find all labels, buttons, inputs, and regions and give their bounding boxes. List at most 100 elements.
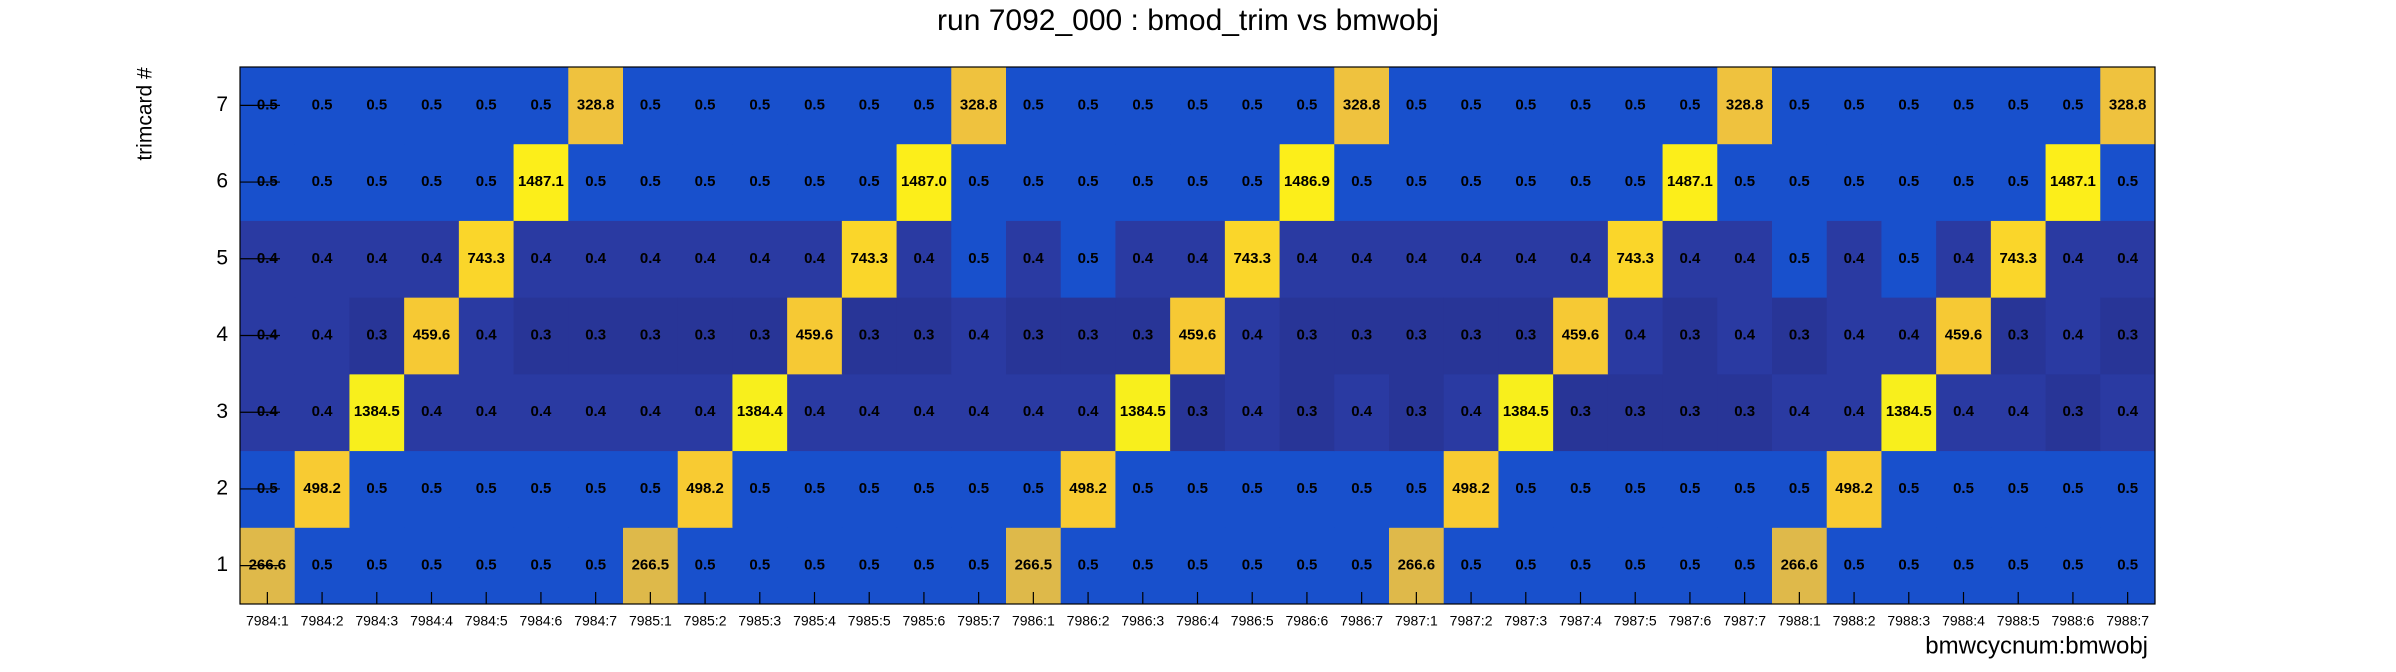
cell-label: 0.5 [1406,480,1427,497]
cell-label: 0.4 [1023,403,1045,420]
cell [1443,297,1499,375]
cell-label: 0.5 [1953,96,1974,113]
cell [732,220,788,298]
cell [1990,450,2047,528]
cell [1936,450,1992,528]
x-tick-label: 7986:2 [1067,613,1110,629]
cell [623,297,679,375]
cell-label: 0.4 [804,403,826,420]
cell-label: 0.5 [366,173,387,190]
cell-label: 0.4 [1789,403,1811,420]
cell [1443,143,1499,221]
cell-label: 0.3 [1679,403,1700,420]
cell-label: 0.5 [1242,480,1263,497]
cell [1006,373,1062,452]
cell-label: 0.4 [640,403,662,420]
cell [513,297,569,375]
cell-label: 0.4 [1953,403,1975,420]
x-tick-label: 7987:1 [1395,613,1438,629]
cell-label: 0.5 [1625,557,1646,574]
x-tick-label: 7986:4 [1176,613,1219,629]
cell-label: 0.4 [476,403,498,420]
cell [2045,67,2101,145]
cell [1224,527,1281,605]
cell-label: 0.5 [913,96,934,113]
cell [1279,297,1335,375]
y-tick-label: 4 [216,323,228,346]
cell [458,297,515,375]
cell [732,527,788,605]
cell-label: 0.5 [859,173,880,190]
cell-label: 328.8 [960,96,998,113]
cell [1881,143,1937,221]
cell-label: 0.5 [1625,96,1646,113]
cell-label: 0.5 [695,96,716,113]
cell [2100,220,2156,298]
cell [1170,373,1226,452]
cell-label: 0.3 [640,326,661,343]
cell [1006,143,1062,221]
cell [2045,297,2101,375]
cell [513,143,569,221]
cell [349,143,405,221]
cell-label: 266.6 [1781,557,1819,574]
cell-label: 0.5 [2062,557,2083,574]
cell-label: 0.5 [2117,480,2138,497]
cell-label: 0.5 [1406,173,1427,190]
cell [349,527,405,605]
y-tick-label: 3 [216,400,228,423]
cell [1224,450,1281,528]
cell [1224,67,1281,145]
cell [677,527,733,605]
cell [1115,220,1171,298]
cell-label: 0.5 [1078,173,1099,190]
cell [951,373,1007,452]
cell [1553,450,1609,528]
cell [1607,220,1664,298]
cell [1607,450,1664,528]
cell [841,527,898,605]
cell-label: 0.5 [476,557,497,574]
cell [458,220,515,298]
cell-label: 0.4 [804,250,826,267]
cell-label: 0.5 [640,96,661,113]
cell [1553,297,1609,375]
cell [1060,143,1116,221]
cell [1772,143,1828,221]
cell [896,67,952,145]
cell [951,67,1007,145]
x-tick-label: 7987:6 [1669,613,1712,629]
x-tick-label: 7988:1 [1778,613,1821,629]
cell [951,220,1007,298]
cell-label: 0.3 [1679,326,1700,343]
cell-label: 0.3 [366,326,387,343]
cell [1662,220,1718,298]
cell-label: 0.5 [1078,557,1099,574]
cell-label: 498.2 [303,480,341,497]
cell [1170,143,1226,221]
cell-label: 0.5 [1242,557,1263,574]
cell [1498,143,1554,221]
cell-label: 0.3 [913,326,934,343]
cell [1115,373,1171,452]
cell [787,527,843,605]
cell [404,450,460,528]
cell-label: 0.5 [1023,96,1044,113]
cell-label: 0.5 [1351,173,1372,190]
cell-label: 0.3 [1406,326,1427,343]
cell-label: 1487.1 [518,173,564,190]
cell-label: 0.5 [968,480,989,497]
cell-label: 459.6 [1562,326,1600,343]
cell-label: 0.5 [2008,557,2029,574]
cell [1389,373,1445,452]
cell-label: 0.5 [1132,96,1153,113]
x-tick-label: 7984:6 [520,613,563,629]
cell [1553,67,1609,145]
cell [294,450,350,528]
cell [1936,373,1992,452]
x-tick-label: 7987:4 [1559,613,1602,629]
cell [2100,297,2156,375]
cell [513,67,569,145]
cell [1389,143,1445,221]
x-tick-label: 7987:2 [1450,613,1493,629]
